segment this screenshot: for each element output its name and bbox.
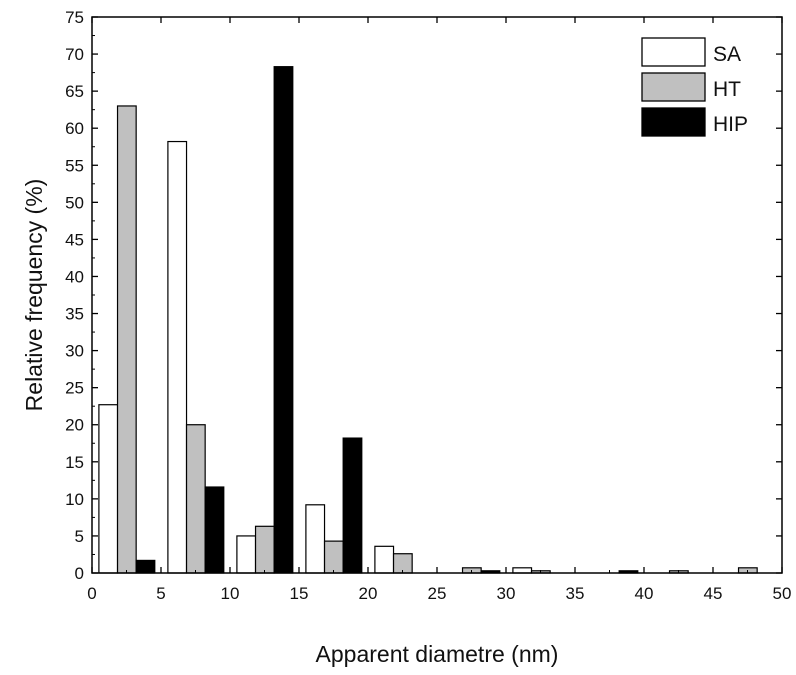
x-axis-title: Apparent diametre (nm) xyxy=(316,641,559,667)
y-tick-label: 0 xyxy=(75,564,84,583)
legend-swatch-hip xyxy=(641,107,706,137)
y-tick-label: 20 xyxy=(65,416,84,435)
x-tick-label: 35 xyxy=(566,584,585,603)
y-tick-label: 40 xyxy=(65,267,84,286)
y-tick-label: 50 xyxy=(65,193,84,212)
bars-layer xyxy=(98,66,758,574)
y-tick-label: 35 xyxy=(65,305,84,324)
x-tick-label: 30 xyxy=(497,584,516,603)
legend-label-ht: HT xyxy=(713,78,741,101)
x-axis: 0 5 10 15 20 25 30 35 40 45 50 xyxy=(87,17,791,603)
bar-sa-bin-3 xyxy=(305,504,326,574)
y-tick-label: 15 xyxy=(65,453,84,472)
bar-sa-bin-4 xyxy=(374,545,395,574)
bar-hip-bin-3 xyxy=(342,437,363,574)
y-tick-label: 25 xyxy=(65,379,84,398)
bar-hip-bin-2 xyxy=(273,66,294,574)
legend-swatch-ht xyxy=(641,72,706,102)
bar-hip-bin-1 xyxy=(204,486,225,574)
legend: SA HT HIP xyxy=(641,37,748,137)
y-tick-label: 55 xyxy=(65,156,84,175)
bar-hip-bin-0 xyxy=(135,559,156,574)
x-tick-label: 15 xyxy=(290,584,309,603)
bar-ht-bin-3 xyxy=(323,540,344,574)
y-axis-title: Relative frequency (%) xyxy=(21,179,47,412)
y-tick-label: 65 xyxy=(65,82,84,101)
x-tick-label: 25 xyxy=(428,584,447,603)
bar-ht-bin-1 xyxy=(185,424,206,574)
x-tick-label: 20 xyxy=(359,584,378,603)
x-tick-label: 5 xyxy=(156,584,165,603)
legend-swatch-sa xyxy=(641,37,706,67)
y-tick-label: 10 xyxy=(65,490,84,509)
x-tick-label: 0 xyxy=(87,584,96,603)
bar-sa-bin-1 xyxy=(167,140,188,574)
y-tick-label: 45 xyxy=(65,230,84,249)
x-tick-label: 45 xyxy=(704,584,723,603)
bar-sa-bin-2 xyxy=(236,535,257,574)
y-tick-label: 75 xyxy=(65,8,84,27)
y-tick-label: 30 xyxy=(65,342,84,361)
x-tick-label: 10 xyxy=(221,584,240,603)
x-tick-label: 50 xyxy=(773,584,792,603)
bar-ht-bin-2 xyxy=(254,525,275,574)
x-tick-label: 40 xyxy=(635,584,654,603)
bar-sa-bin-6 xyxy=(512,567,533,574)
y-tick-label: 5 xyxy=(75,527,84,546)
y-axis: 0 5 10 15 20 25 30 35 40 45 50 55 60 65 70 75 xyxy=(65,8,782,583)
legend-label-sa: SA xyxy=(713,43,741,66)
y-tick-label: 70 xyxy=(65,45,84,64)
bar-ht-bin-0 xyxy=(116,105,137,574)
legend-label-hip: HIP xyxy=(713,113,748,136)
bar-sa-bin-0 xyxy=(98,404,119,574)
y-tick-label: 60 xyxy=(65,119,84,138)
